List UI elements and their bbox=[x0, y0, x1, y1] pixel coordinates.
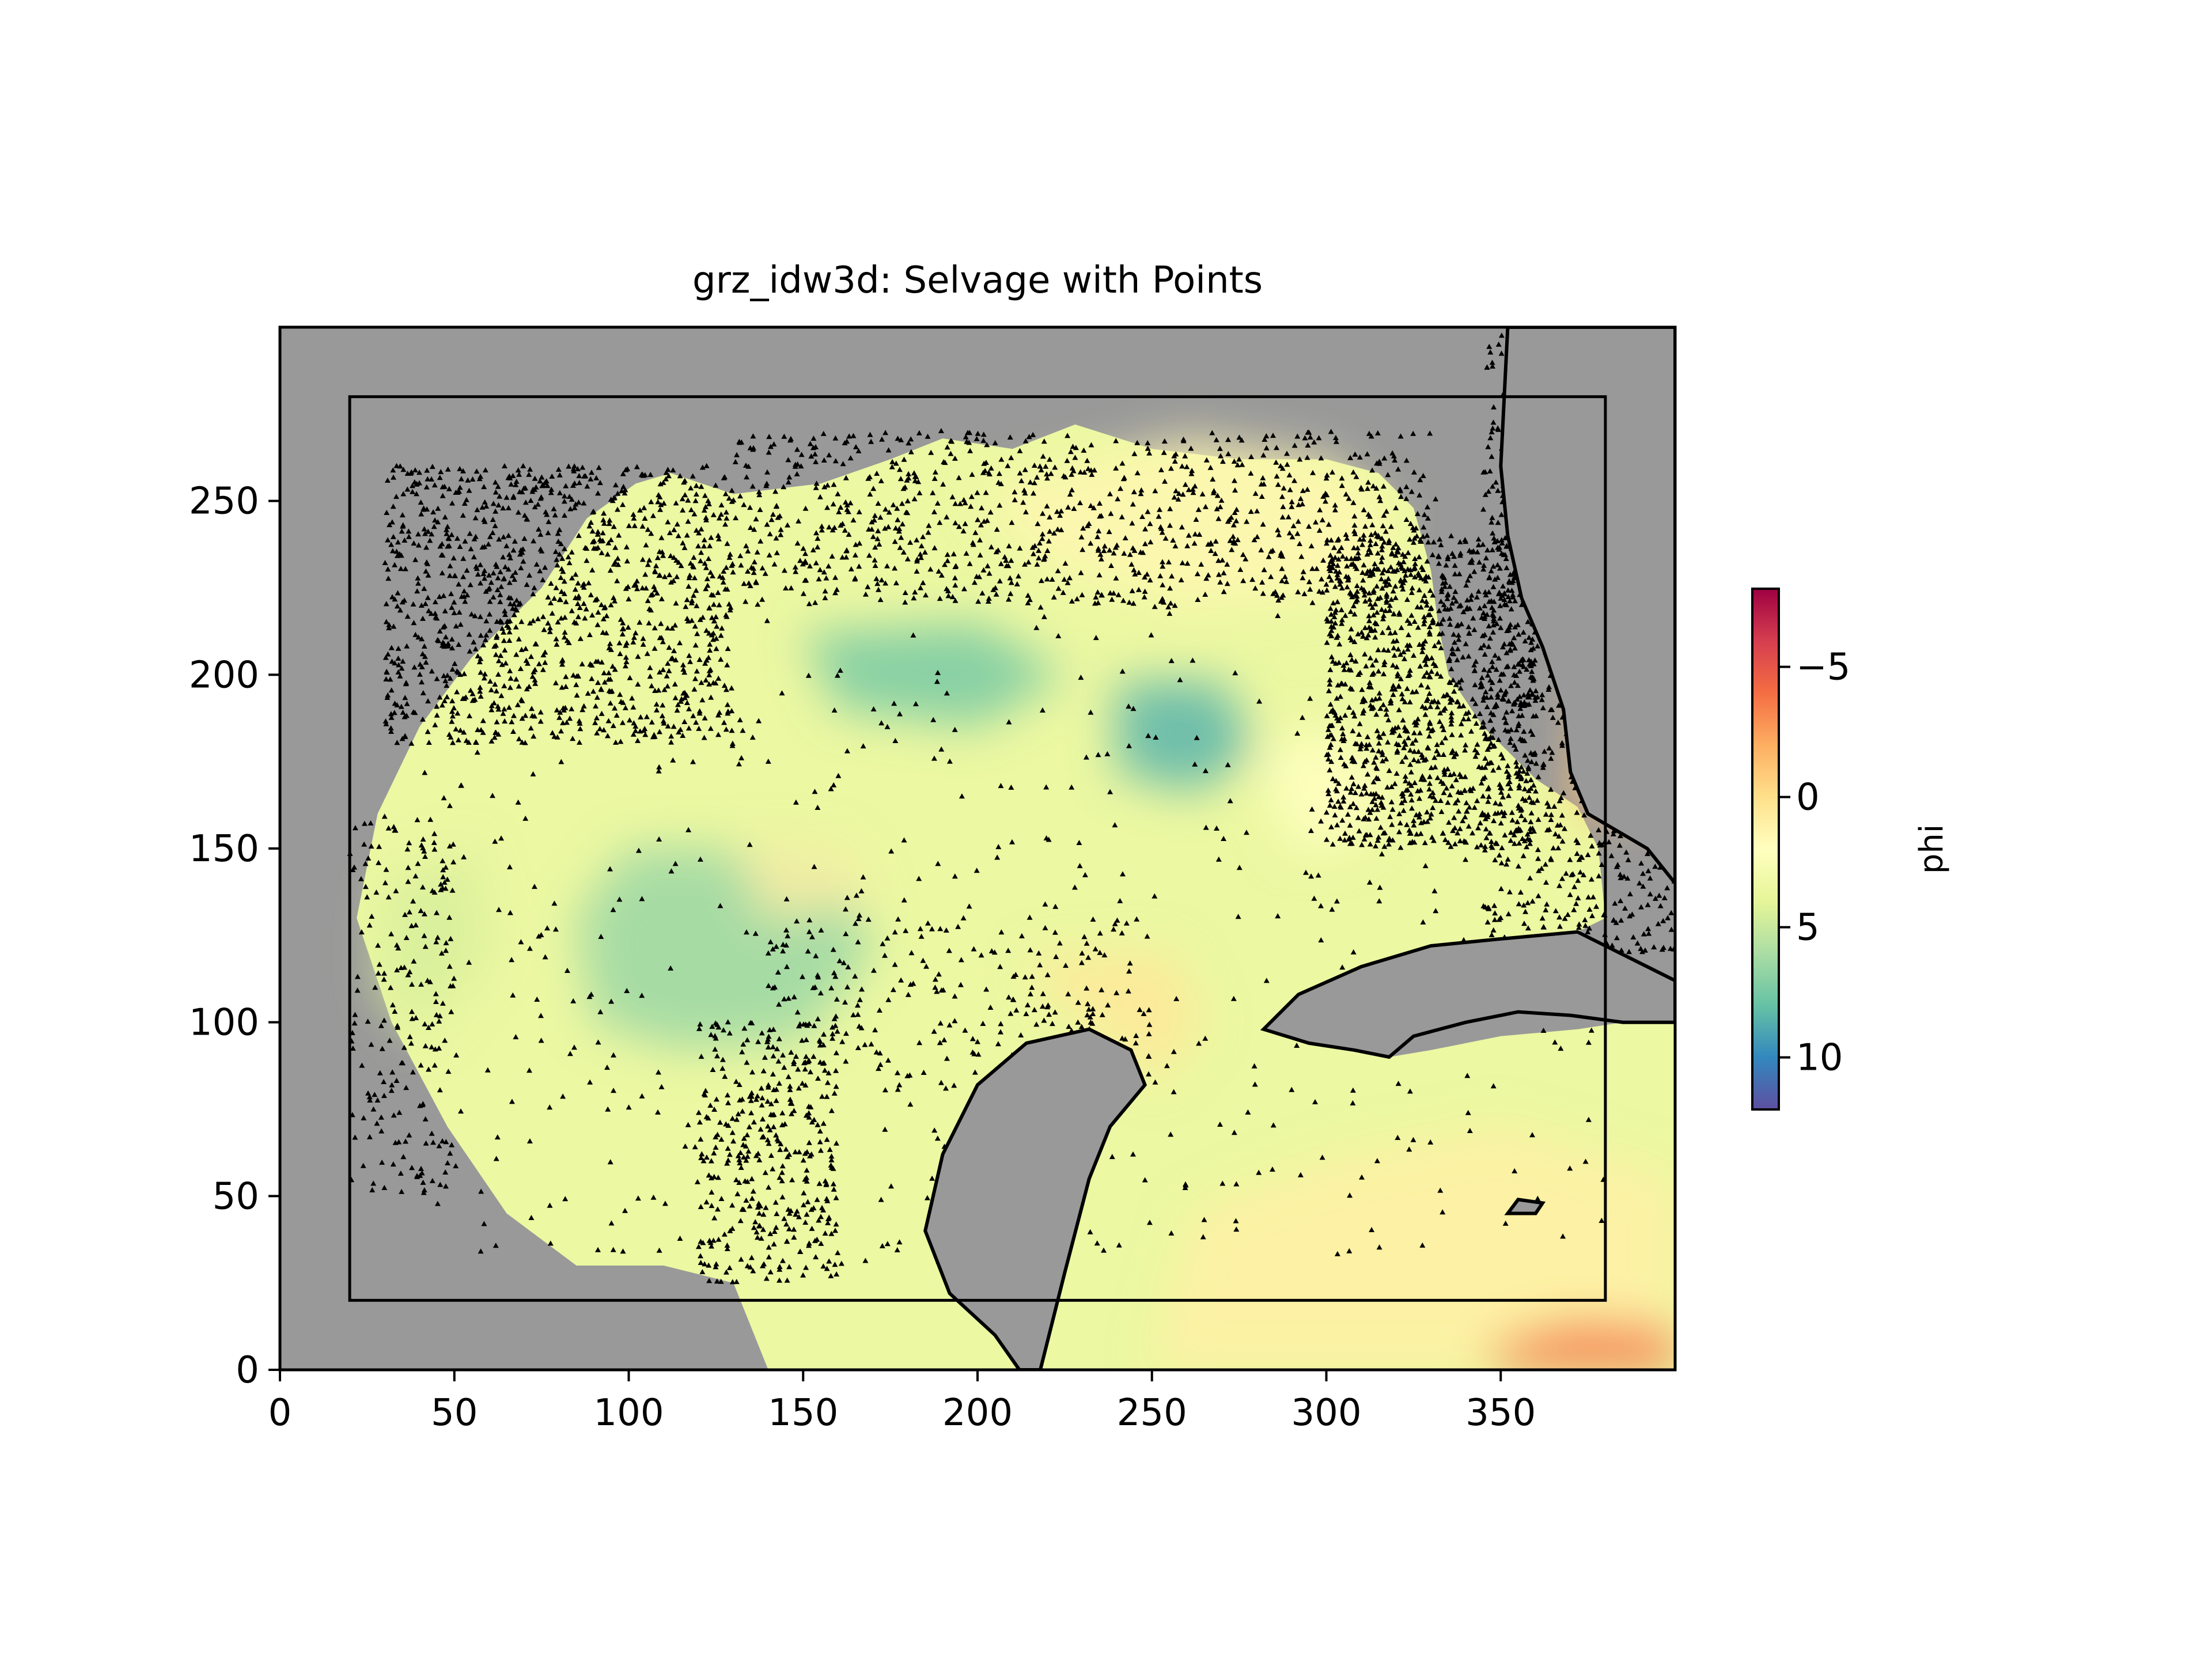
y-tick-label: 100 bbox=[189, 1002, 259, 1044]
sea-field bbox=[357, 424, 1675, 1370]
chart-title: grz_idw3d: Selvage with Points bbox=[692, 259, 1263, 302]
x-tick-label: 0 bbox=[268, 1392, 292, 1434]
x-tick-label: 50 bbox=[431, 1392, 478, 1434]
sample-point-markers bbox=[347, 327, 1675, 1285]
phi-region bbox=[1256, 726, 1396, 849]
colorbar-tick-label: 10 bbox=[1796, 1037, 1843, 1080]
phi-region bbox=[733, 849, 873, 918]
colorbar-tick-label: −5 bbox=[1796, 646, 1850, 689]
x-axis: 0 50 100 150 200 250 300 350 bbox=[268, 1370, 1536, 1434]
y-tick-label: 50 bbox=[213, 1175, 259, 1218]
land-jamaica bbox=[1504, 1198, 1546, 1215]
colorbar-gradient bbox=[1751, 588, 1780, 1111]
x-tick-label: 300 bbox=[1291, 1392, 1361, 1434]
colorbar-ticks: −5 0 5 10 bbox=[1779, 646, 1850, 1080]
phi-region bbox=[1483, 1321, 1675, 1370]
x-tick-label: 250 bbox=[1117, 1392, 1187, 1434]
y-tick-label: 150 bbox=[189, 828, 259, 870]
phi-region bbox=[377, 849, 490, 1040]
y-tick-label: 250 bbox=[189, 480, 259, 523]
x-tick-label: 200 bbox=[942, 1392, 1013, 1434]
land-yucatan bbox=[923, 1027, 1147, 1370]
sea-area bbox=[357, 424, 1675, 1370]
plot-area bbox=[280, 327, 1675, 1370]
x-tick-label: 100 bbox=[593, 1392, 664, 1434]
land-cuba bbox=[1260, 930, 1675, 1059]
y-axis: 0 50 100 150 200 250 bbox=[189, 480, 280, 1392]
phi-region bbox=[1029, 953, 1205, 1085]
colorbar-label: phi bbox=[1913, 824, 1950, 874]
phi-region bbox=[1117, 681, 1257, 793]
selvage-box bbox=[348, 395, 1607, 1302]
y-tick-label: 0 bbox=[236, 1349, 259, 1392]
colorbar-tick-label: 0 bbox=[1796, 777, 1820, 819]
land-florida bbox=[1499, 327, 1675, 887]
colorbar-tick-label: 5 bbox=[1796, 907, 1820, 949]
x-tick-label: 350 bbox=[1465, 1392, 1536, 1434]
land-masks bbox=[923, 327, 1675, 1370]
phi-region bbox=[1152, 1126, 1675, 1370]
phi-region bbox=[978, 438, 1396, 605]
sample-points bbox=[347, 327, 1675, 1285]
colorbar: −5 0 5 10 phi bbox=[1751, 588, 1950, 1111]
x-tick-label: 150 bbox=[768, 1392, 838, 1434]
y-tick-label: 200 bbox=[189, 654, 259, 696]
phi-region bbox=[803, 622, 1065, 727]
